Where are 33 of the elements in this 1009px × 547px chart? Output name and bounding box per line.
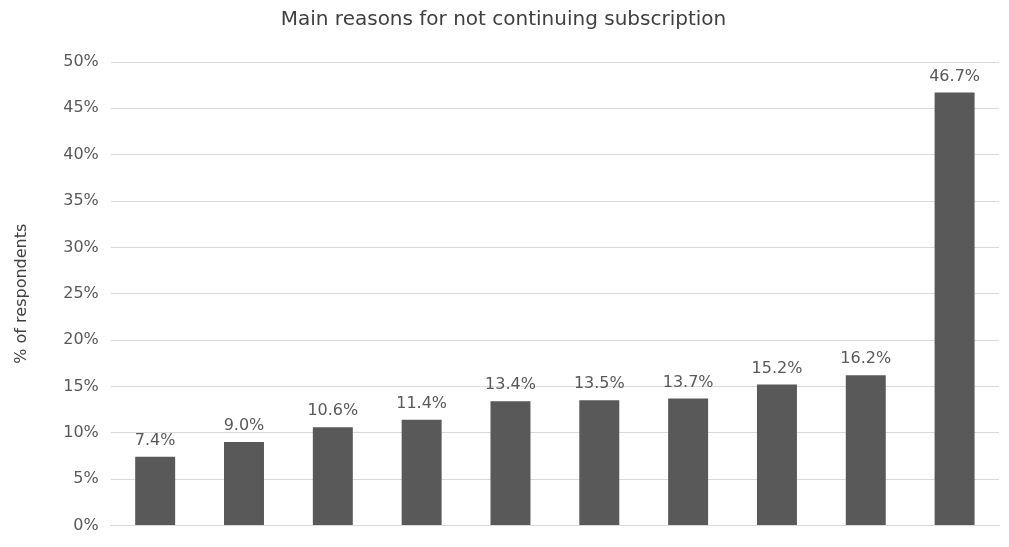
bar	[934, 92, 975, 525]
y-tick-label: 40%	[63, 143, 99, 163]
data-label: 13.5%	[573, 373, 625, 393]
data-label: 9.0%	[223, 415, 265, 435]
bar	[312, 427, 353, 525]
y-tick-label: 30%	[63, 236, 99, 256]
bar	[668, 398, 709, 525]
data-label: 15.2%	[751, 357, 803, 377]
y-tick-label: 5%	[73, 468, 99, 488]
y-tick-label: 25%	[63, 282, 99, 302]
data-label: 13.4%	[485, 374, 536, 394]
y-tick-label: 20%	[63, 329, 99, 349]
data-label: 16.2%	[840, 348, 892, 368]
data-label: 11.4%	[396, 392, 448, 412]
bar	[135, 456, 176, 525]
chart-title: Main reasons for not continuing subscription	[280, 6, 727, 31]
y-tick-label: 0%	[73, 514, 99, 534]
data-label: 7.4%	[134, 429, 176, 449]
data-label: 10.6%	[307, 400, 359, 420]
y-axis-title: % of respondents	[10, 223, 30, 364]
y-tick-label: 10%	[63, 421, 99, 441]
data-label: 13.7%	[662, 371, 714, 391]
bar	[845, 375, 886, 525]
bar	[224, 441, 264, 525]
y-tick-label: 35%	[63, 190, 99, 210]
bar	[490, 401, 531, 525]
y-tick-label: 15%	[63, 375, 99, 395]
bar	[401, 419, 442, 525]
bar	[756, 384, 797, 525]
bar	[579, 400, 620, 525]
y-tick-label: 45%	[63, 97, 99, 117]
y-tick-label: 50%	[63, 51, 99, 71]
data-label: 46.7%	[929, 65, 980, 85]
